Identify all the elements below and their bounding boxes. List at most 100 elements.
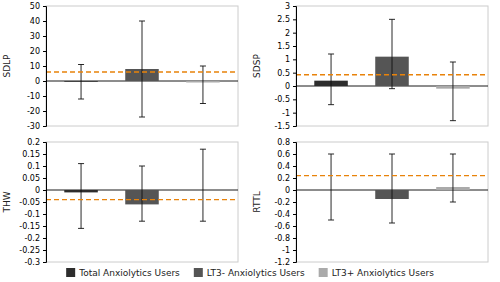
tick: -0.3 <box>24 258 46 267</box>
tick-mark <box>293 59 296 60</box>
tick-label: -1.2 <box>274 258 290 267</box>
tick-mark <box>293 190 296 191</box>
error-bar <box>200 149 206 221</box>
axis-line <box>293 143 297 263</box>
tick: 20 <box>30 47 46 56</box>
tick: 2.5 <box>277 15 296 24</box>
tick: -0.1 <box>24 210 46 219</box>
tick: 2 <box>285 29 296 38</box>
error-bar <box>450 62 456 121</box>
tick-label: -1 <box>282 246 290 255</box>
tick-label: 0.15 <box>22 150 40 159</box>
tick-label: 3 <box>285 2 290 11</box>
tick: 0.2 <box>277 174 296 183</box>
tick-mark <box>43 154 46 155</box>
tick-mark <box>293 73 296 74</box>
panel: -1.2-1-0.8-0.6-0.4-0.200.20.40.60.8RTTL <box>252 138 488 267</box>
tick-mark <box>43 126 46 127</box>
reference-line <box>296 175 488 176</box>
tick-mark <box>293 262 296 263</box>
tick-mark <box>43 111 46 112</box>
tick: 0.2 <box>27 138 46 147</box>
legend: Total Anxiolytics UsersLT3- Anxiolytics … <box>66 268 434 278</box>
tick-mark <box>293 113 296 114</box>
y-axis: -1.2-1-0.8-0.6-0.4-0.200.20.40.60.8 <box>274 138 296 267</box>
tick-label: 0 <box>285 82 290 91</box>
tick-mark <box>293 178 296 179</box>
panel: -1.5-1-0.500.511.522.53SDSP <box>252 2 488 131</box>
tick: 0.4 <box>277 162 296 171</box>
tick-mark <box>43 166 46 167</box>
tick-mark <box>43 6 46 7</box>
tick: 0.5 <box>277 69 296 78</box>
tick: -1.2 <box>274 258 296 267</box>
tick-label: 10 <box>30 62 40 71</box>
tick-mark <box>293 19 296 20</box>
tick-label: 40 <box>30 17 40 26</box>
tick-label: 0.2 <box>27 138 40 147</box>
tick-label: -0.15 <box>19 222 40 231</box>
tick: -0.05 <box>19 198 46 207</box>
marks <box>46 21 238 117</box>
tick: -0.25 <box>19 246 46 255</box>
tick: 1 <box>285 55 296 64</box>
error-bar <box>139 21 145 117</box>
tick-mark <box>293 6 296 7</box>
tick: 3 <box>285 2 296 11</box>
tick: -20 <box>27 107 46 116</box>
tick-mark <box>43 36 46 37</box>
tick-mark <box>43 66 46 67</box>
tick-label: 0 <box>285 186 290 195</box>
tick-label: -0.1 <box>24 210 40 219</box>
tick-label: -0.4 <box>274 210 290 219</box>
tick-mark <box>43 142 46 143</box>
tick: 0.8 <box>277 138 296 147</box>
tick-label: 0.5 <box>277 69 290 78</box>
tick: 0.1 <box>27 162 46 171</box>
tick: -1 <box>282 109 296 118</box>
tick-mark <box>43 250 46 251</box>
panel: -30-20-1001020304050SDLP <box>2 2 238 131</box>
tick-mark <box>293 46 296 47</box>
tick-mark <box>293 202 296 203</box>
tick-label: -0.05 <box>19 198 40 207</box>
tick: -0.15 <box>19 222 46 231</box>
tick-mark <box>293 226 296 227</box>
tick-label: -10 <box>27 92 40 101</box>
tick-mark <box>293 250 296 251</box>
legend-item: LT3+ Anxiolytics Users <box>319 268 434 278</box>
tick-label: 0.6 <box>277 150 290 159</box>
tick-label: -0.6 <box>274 222 290 231</box>
error-bar <box>389 154 395 223</box>
tick-label: -20 <box>27 107 40 116</box>
tick: -0.2 <box>24 234 46 243</box>
axis-line <box>43 143 47 263</box>
legend-swatch <box>194 268 203 277</box>
axis-title: THW <box>2 191 12 213</box>
plot-frame <box>296 142 488 262</box>
tick-label: 20 <box>30 47 40 56</box>
tick-label: -0.5 <box>274 95 290 104</box>
tick-label: -1 <box>282 109 290 118</box>
reference-line <box>46 71 238 72</box>
tick-mark <box>43 21 46 22</box>
tick-mark <box>43 262 46 263</box>
plot-frame <box>46 6 238 126</box>
tick-mark <box>293 99 296 100</box>
legend-swatch <box>66 268 75 277</box>
tick-mark <box>43 178 46 179</box>
tick-label: 0.05 <box>22 174 40 183</box>
legend-label: LT3+ Anxiolytics Users <box>332 268 434 278</box>
tick-mark <box>293 166 296 167</box>
tick-label: 0.8 <box>277 138 290 147</box>
tick-mark <box>293 126 296 127</box>
tick: 0.6 <box>277 150 296 159</box>
tick-label: 0 <box>35 77 40 86</box>
tick: 1.5 <box>277 42 296 51</box>
legend-item: Total Anxiolytics Users <box>66 268 180 278</box>
reference-line <box>296 74 488 75</box>
tick: 0 <box>35 186 46 195</box>
marks <box>296 19 488 120</box>
tick-label: 30 <box>30 32 40 41</box>
marks <box>296 154 488 223</box>
